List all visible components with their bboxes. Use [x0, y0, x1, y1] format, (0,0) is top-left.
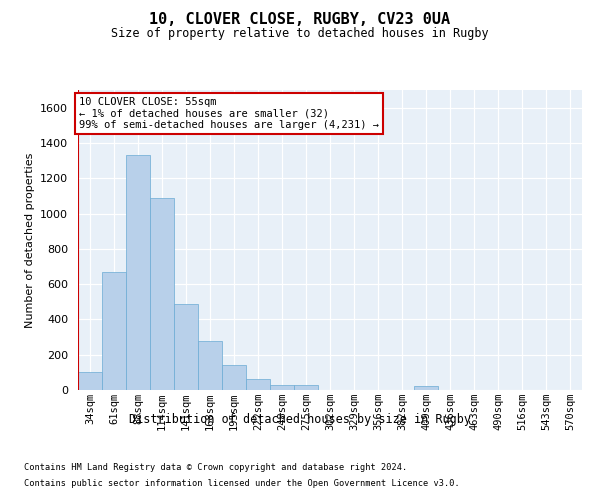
- Bar: [222, 366, 246, 390]
- Text: Size of property relative to detached houses in Rugby: Size of property relative to detached ho…: [111, 28, 489, 40]
- Bar: [78, 372, 102, 390]
- Bar: [294, 384, 318, 390]
- Bar: [126, 156, 150, 390]
- Y-axis label: Number of detached properties: Number of detached properties: [25, 152, 35, 328]
- Text: 10 CLOVER CLOSE: 55sqm
← 1% of detached houses are smaller (32)
99% of semi-deta: 10 CLOVER CLOSE: 55sqm ← 1% of detached …: [79, 97, 379, 130]
- Text: Contains HM Land Registry data © Crown copyright and database right 2024.: Contains HM Land Registry data © Crown c…: [24, 464, 407, 472]
- Bar: [150, 198, 174, 390]
- Text: 10, CLOVER CLOSE, RUGBY, CV23 0UA: 10, CLOVER CLOSE, RUGBY, CV23 0UA: [149, 12, 451, 28]
- Bar: [246, 378, 270, 390]
- Bar: [102, 272, 126, 390]
- Text: Distribution of detached houses by size in Rugby: Distribution of detached houses by size …: [129, 412, 471, 426]
- Bar: [198, 342, 222, 390]
- Bar: [270, 384, 294, 390]
- Bar: [414, 386, 438, 390]
- Text: Contains public sector information licensed under the Open Government Licence v3: Contains public sector information licen…: [24, 478, 460, 488]
- Bar: [174, 304, 198, 390]
